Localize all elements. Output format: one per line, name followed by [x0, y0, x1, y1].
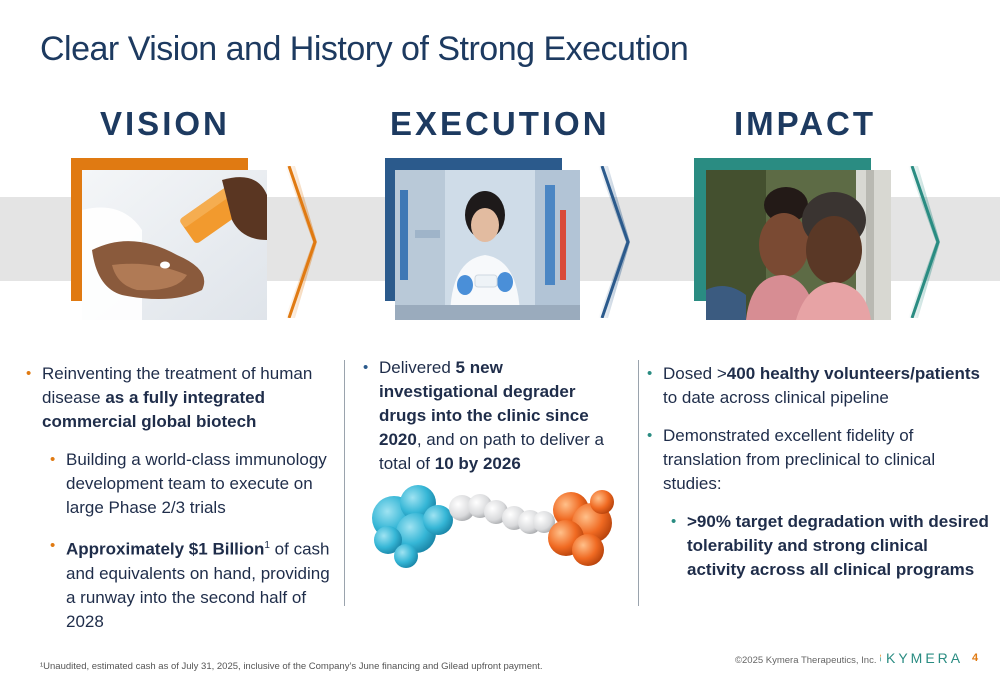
vision-chevron-icon: [285, 166, 317, 318]
impact-heading: IMPACT: [734, 105, 877, 142]
bullet-icon: •: [647, 365, 653, 382]
column-divider: [638, 360, 639, 606]
list-item: • >90% target degradation with desired t…: [671, 512, 989, 579]
kymera-logo-mark-icon: [880, 654, 881, 662]
impact-chevron-icon: [908, 166, 940, 318]
vision-heading: VISION: [100, 105, 230, 142]
list-item: • Delivered 5 new investigational degrad…: [363, 358, 604, 473]
list-item: • Approximately $1 Billion1 of cash and …: [26, 534, 332, 634]
column-divider: [344, 360, 345, 606]
execution-bullets: • Delivered 5 new investigational degrad…: [363, 356, 625, 476]
page-number: 4: [972, 652, 979, 664]
kymera-logo: KYMERA: [886, 650, 964, 666]
vision-photo: [82, 170, 267, 320]
bullet-icon: •: [50, 537, 56, 554]
bullet-icon: •: [647, 427, 653, 444]
execution-chevron-icon: [598, 166, 630, 318]
execution-heading: EXECUTION: [390, 105, 610, 142]
execution-photo: [395, 170, 580, 320]
list-item: • Dosed >400 healthy volunteers/patients…: [647, 364, 980, 407]
bullet-icon: •: [671, 513, 677, 530]
list-item: • Building a world-class immunology deve…: [50, 450, 327, 517]
degrader-molecule-icon: [372, 485, 614, 568]
bullet-icon: •: [363, 359, 369, 376]
list-item: • Demonstrated excellent fidelity of tra…: [647, 426, 936, 493]
page-title: Clear Vision and History of Strong Execu…: [40, 30, 689, 68]
bullet-icon: •: [26, 365, 32, 382]
vision-bullets: • Reinventing the treatment of human dis…: [26, 362, 332, 634]
footnote: ¹Unaudited, estimated cash as of July 31…: [40, 661, 543, 672]
impact-photo: [706, 170, 891, 320]
bullet-icon: •: [50, 451, 56, 468]
copyright-text: ©2025 Kymera Therapeutics, Inc.: [735, 655, 877, 666]
list-item: • Reinventing the treatment of human dis…: [26, 364, 313, 431]
impact-bullets: • Dosed >400 healthy volunteers/patients…: [647, 362, 989, 582]
